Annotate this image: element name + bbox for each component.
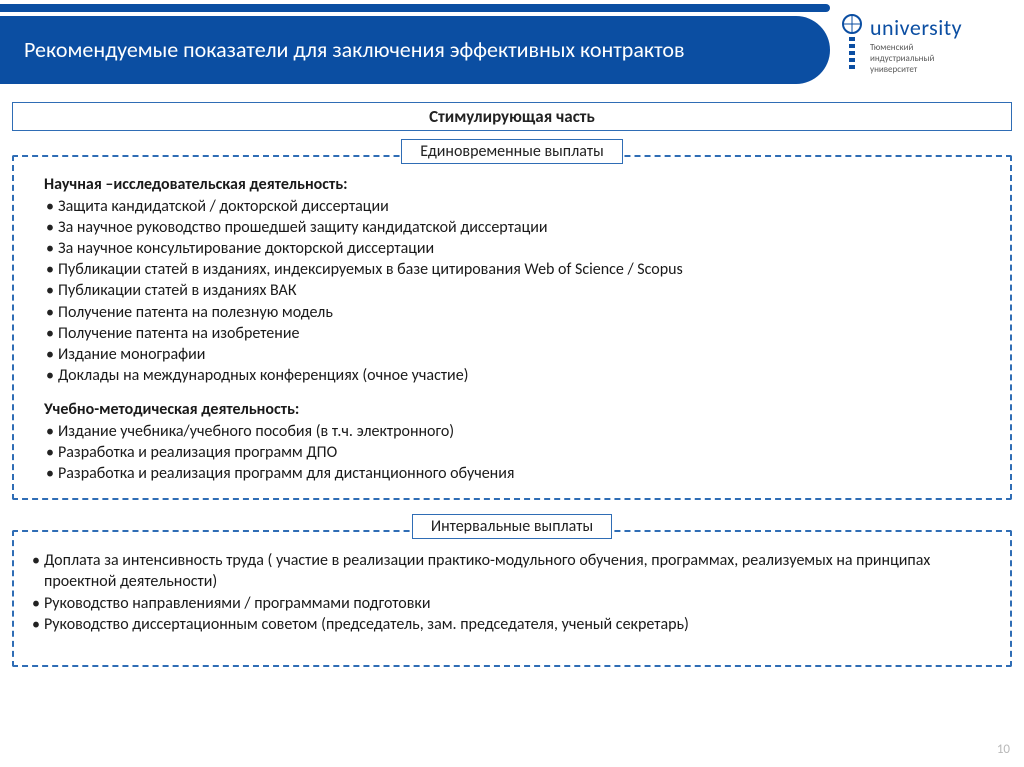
list-item: Публикации статей в изданиях ВАК	[46, 280, 996, 301]
list-item: Доклады на международных конференциях (о…	[46, 365, 996, 386]
list-item: Публикации статей в изданиях, индексируе…	[46, 259, 996, 280]
list-item: Разработка и реализация программ для дис…	[46, 463, 996, 484]
group1-list: Защита кандидатской / докторской диссерт…	[44, 196, 996, 386]
logo-wordmark: university	[870, 14, 962, 41]
list-item: Руководство диссертационным советом (пре…	[32, 614, 996, 635]
page-number: 10	[997, 742, 1010, 757]
slide-content: Стимулирующая часть Единовременные выпла…	[0, 90, 1024, 667]
group2-title: Учебно-методическая деятельность:	[44, 400, 996, 419]
list-item: Получение патента на изобретение	[46, 323, 996, 344]
section1-label: Единовременные выплаты	[401, 139, 623, 164]
slide-title: Рекомендуемые показатели для заключения …	[24, 36, 685, 64]
section1-box: Научная –исследовательская деятельность:…	[12, 155, 1012, 500]
list-item: Доплата за интенсивность труда ( участие…	[32, 550, 996, 592]
list-item: Издание монографии	[46, 344, 996, 365]
list-item: За научное консультирование докторской д…	[46, 238, 996, 259]
slide-header: Рекомендуемые показатели для заключения …	[0, 0, 1024, 90]
i-bar-icon	[849, 37, 855, 71]
section-top-box: Стимулирующая часть	[12, 102, 1012, 131]
list-item: Получение патента на полезную модель	[46, 302, 996, 323]
logo-subtitle: Тюменский индустриальный университет	[870, 43, 962, 75]
list-item: За научное руководство прошедшей защиту …	[46, 217, 996, 238]
section2-box: Доплата за интенсивность труда ( участие…	[12, 530, 1012, 666]
title-banner: Рекомендуемые показатели для заключения …	[0, 16, 830, 84]
section2-list: Доплата за интенсивность труда ( участие…	[30, 550, 996, 634]
group2-list: Издание учебника/учебного пособия (в т.ч…	[44, 421, 996, 484]
globe-icon	[842, 14, 862, 34]
logo-i-glyph	[840, 14, 864, 71]
list-item: Руководство направлениями / программами …	[32, 593, 996, 614]
list-item: Издание учебника/учебного пособия (в т.ч…	[46, 421, 996, 442]
section2-label: Интервальные выплаты	[412, 514, 612, 539]
group1-title: Научная –исследовательская деятельность:	[44, 175, 996, 194]
list-item: Разработка и реализация программ ДПО	[46, 442, 996, 463]
logo-text-block: university Тюменский индустриальный унив…	[870, 14, 962, 75]
university-logo: university Тюменский индустриальный унив…	[840, 14, 1010, 84]
list-item: Защита кандидатской / докторской диссерт…	[46, 196, 996, 217]
